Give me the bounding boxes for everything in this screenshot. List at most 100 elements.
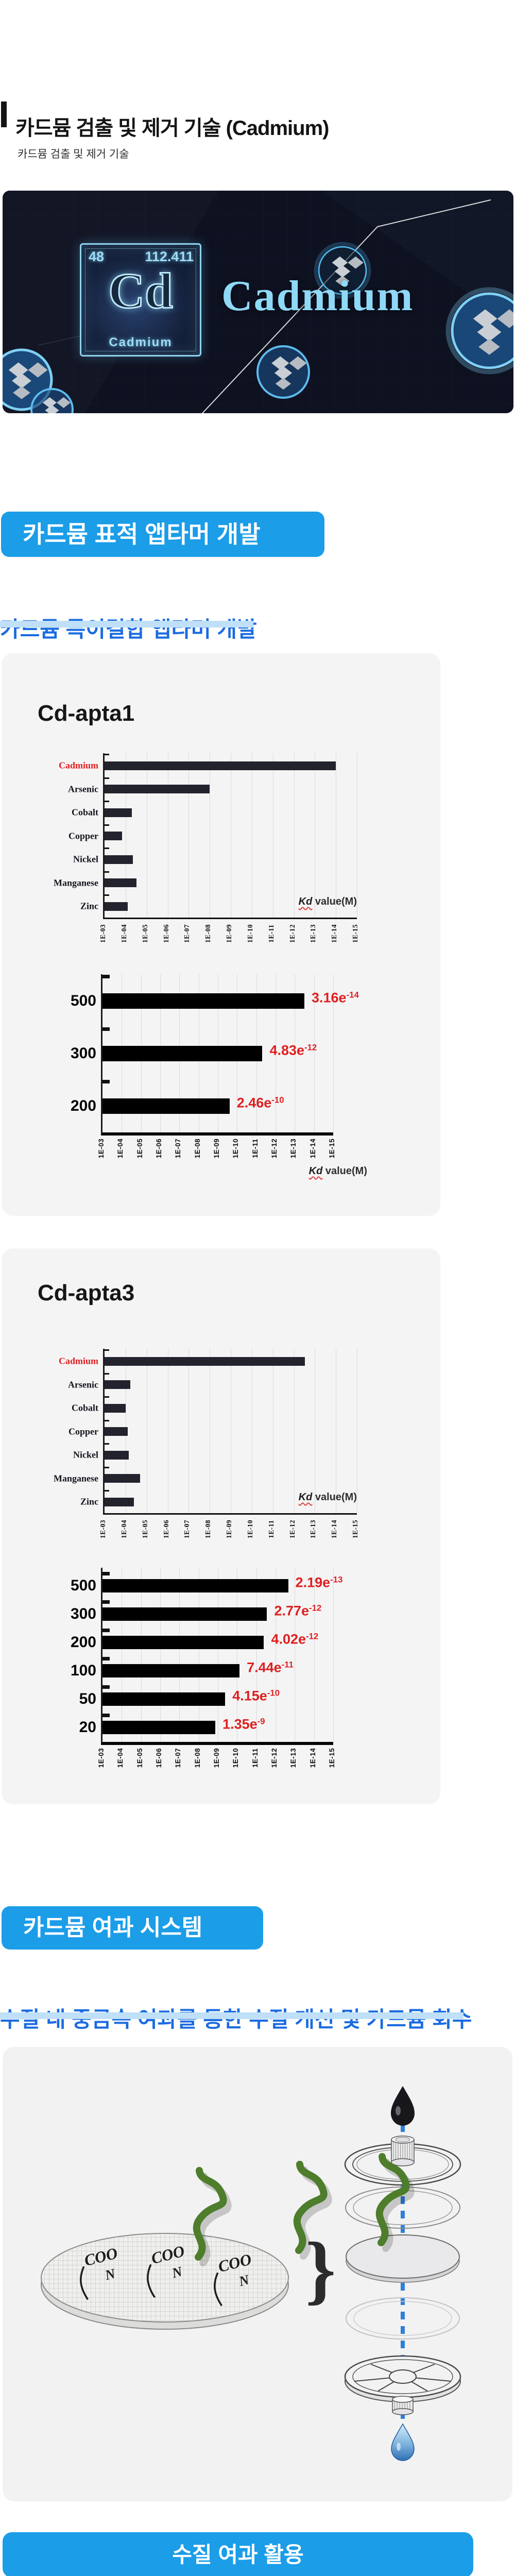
x-tick-label: 1E-03 — [99, 924, 107, 943]
kd-axis-label: Kd value(M) — [308, 1165, 367, 1177]
x-axis-ticks: 1E-03 1E-04 1E-05 1E-06 1E-07 1E-08 1E-09 1E-10… — [99, 1513, 359, 1540]
hero-image: 48 112.411 Cd Cadmium Cadmium — [3, 191, 513, 413]
category-label: Cobalt — [71, 1402, 98, 1413]
x-axis-ticks: 1E-03 1E-04 1E-05 1E-06 1E-07 1E-08 1E-09 1E-10… — [99, 918, 359, 944]
category-label: Copper — [68, 1426, 98, 1436]
hero-node-icon — [256, 345, 310, 399]
category-label: Manganese — [54, 877, 98, 888]
category-label: 200 — [70, 1097, 96, 1114]
x-tick-label: 1E-07 — [183, 1519, 191, 1539]
category-label: 500 — [70, 1577, 96, 1594]
bar — [102, 1046, 263, 1061]
bar — [105, 1427, 128, 1436]
category-label: 20 — [79, 1719, 96, 1736]
x-tick-label: 1E-14 — [330, 924, 338, 943]
bar — [102, 1636, 264, 1649]
section-badge-label: 카드뮴 여과 시스템 — [23, 1915, 203, 1940]
bar — [105, 1497, 134, 1506]
category-label: Nickel — [73, 1449, 98, 1460]
aptamer-subtitle: 카드뮴 특이결합 앱타머 개발 — [0, 617, 257, 641]
category-label: 300 — [70, 1605, 96, 1622]
bar — [105, 902, 128, 911]
bar — [102, 1721, 216, 1734]
axis-tick — [105, 824, 109, 826]
axis-tick — [102, 1685, 110, 1689]
axis-tick — [102, 1571, 110, 1575]
bar — [102, 1607, 267, 1621]
hero-headline: Cadmium — [221, 272, 414, 320]
hero-node-icon — [445, 287, 513, 375]
x-tick-label: 1E-06 — [162, 1519, 170, 1539]
x-tick-label: 1E-05 — [141, 924, 149, 943]
title-accent-bar — [1, 101, 7, 127]
chart-cd-apta3-metals: Cadmium Arsenic Cobalt Copper Nickel Manganes… — [54, 1349, 359, 1538]
membrane-disc-large — [41, 2233, 289, 2330]
mesh-core-cylinder — [391, 2136, 415, 2166]
axis-tick — [105, 777, 109, 779]
kd-axis-label: Kd value(M) — [298, 896, 357, 907]
category-label: 200 — [70, 1634, 96, 1651]
card-title: Cd-apta3 — [38, 1280, 135, 1306]
x-tick-label: 1E-06 — [162, 924, 170, 943]
support-wheel — [344, 2355, 461, 2415]
bar — [102, 993, 304, 1009]
axis-tick — [102, 1027, 110, 1031]
element-name: Cadmium — [109, 335, 173, 349]
x-axis-ticks: 1E-03 1E-04 1E-05 1E-06 1E-07 1E-08 1E-09 1E-10… — [97, 1132, 336, 1159]
bar — [105, 1450, 129, 1460]
axis-tick — [102, 1628, 110, 1632]
gridline — [294, 753, 295, 918]
bar — [102, 1664, 240, 1677]
x-tick-label: 1E-07 — [183, 924, 191, 943]
outlet-mesh-cylinder — [392, 2396, 414, 2415]
x-tick-label: 1E-13 — [309, 1519, 317, 1539]
page-subtitle: 카드뮴 검출 및 제거 기술 — [18, 148, 129, 160]
x-axis-ticks: 1E-03 1E-04 1E-05 1E-06 1E-07 1E-08 1E-09 1E-10… — [97, 1742, 336, 1769]
x-tick-label: 1E-04 — [119, 924, 128, 943]
subtitle-underline — [0, 621, 253, 628]
category-label: Zinc — [80, 1496, 98, 1507]
axis-tick — [105, 848, 109, 850]
category-label: Nickel — [73, 854, 98, 865]
category-label: Cadmium — [58, 760, 98, 771]
value-label: 4.15e-10 — [232, 1688, 280, 1704]
axis-tick — [105, 1443, 109, 1445]
plot-area: 500 3.16e-14 300 4.83e-12 200 2.46e-10 — [71, 974, 359, 1136]
gridline — [188, 753, 190, 918]
axis-tick — [102, 1080, 110, 1083]
category-label: Zinc — [80, 901, 98, 911]
gridline — [333, 1568, 334, 1742]
x-tick-label: 1E-12 — [288, 924, 296, 943]
chart-cd-apta1-metals: Cadmium Arsenic Cobalt Copper Nickel Manganes… — [54, 753, 359, 943]
category-label: 50 — [79, 1690, 96, 1707]
section-badge-aptamer: 카드뮴 표적 앱타머 개발 — [1, 512, 324, 557]
bar — [102, 1692, 226, 1706]
x-tick-label: 1E-08 — [204, 924, 212, 943]
kd-axis-label: Kd value(M) — [298, 1492, 357, 1503]
gridline — [314, 974, 315, 1132]
membrane-disc-small — [346, 2234, 460, 2283]
x-tick-label: 1E-11 — [267, 1520, 275, 1538]
x-tick-label: 1E-15 — [351, 1519, 359, 1539]
axis-tick — [105, 894, 109, 896]
value-label: 2.77e-12 — [274, 1603, 322, 1619]
bar — [105, 808, 132, 817]
bar — [105, 785, 210, 793]
card-cd-apta3: Cd-apta3 Cadmium Arsenic Cobalt Copper Nicke… — [2, 1248, 440, 1804]
contaminated-droplet-icon — [391, 2086, 415, 2126]
value-label: 2.19e-13 — [295, 1574, 343, 1590]
x-tick-label: 1E-13 — [309, 924, 317, 943]
subtitle-underline — [0, 2012, 464, 2019]
category-label: 100 — [70, 1662, 96, 1679]
brace-glyph: } — [305, 2227, 336, 2312]
x-tick-label: 1E-09 — [225, 1519, 233, 1539]
aptamer-squiggles — [193, 2153, 415, 2266]
chart-cd-apta1-concentration: 500 3.16e-14 300 4.83e-12 200 2.46e-10 1E-03 1E… — [71, 974, 367, 1177]
category-label: Arsenic — [68, 1379, 98, 1389]
axis-tick — [105, 1466, 109, 1468]
page-title: 카드뮴 검출 및 제거 기술 (Cadmium) — [15, 116, 329, 140]
axis-tick — [105, 1396, 109, 1398]
bar — [105, 832, 122, 840]
hero-node-icon — [314, 242, 371, 299]
x-tick-label: 1E-09 — [225, 924, 233, 943]
